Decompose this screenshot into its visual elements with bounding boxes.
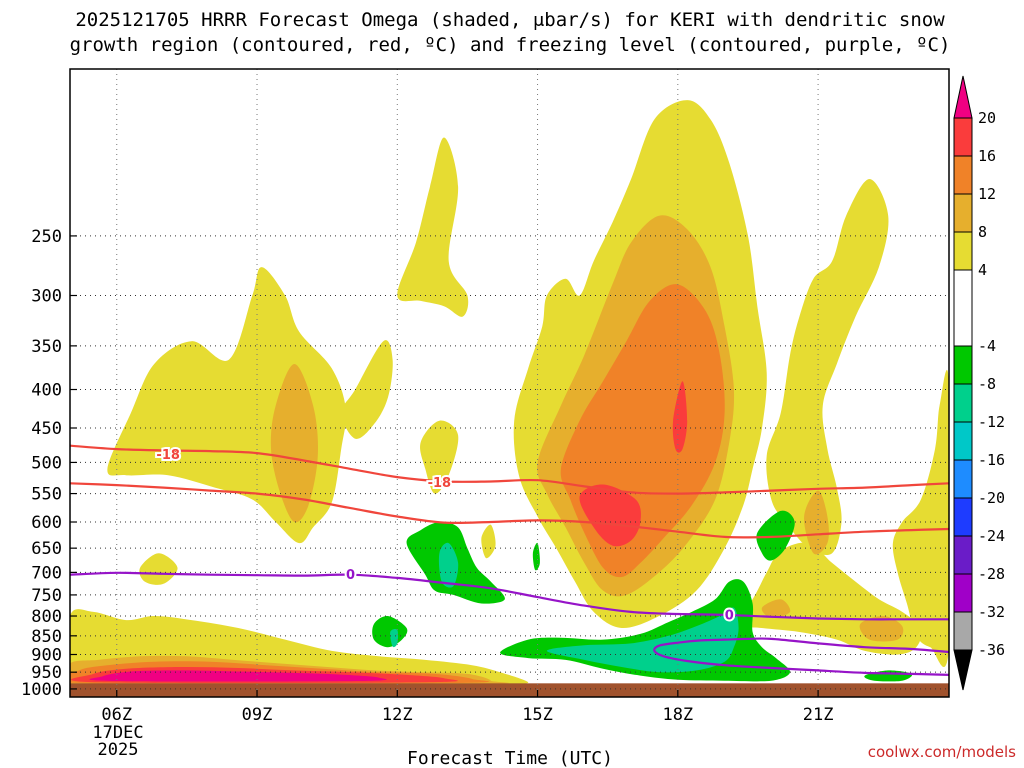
colorbar-bin--24--20 [953,497,973,537]
colorbar-label--8: -8 [978,375,996,393]
omega-region-low-left-20 [89,670,387,682]
y-tick-label-600: 600 [31,513,62,533]
colorbar-bin-4-8 [953,231,973,271]
colorbar-label-4: 4 [978,261,987,279]
colorbar-label-12: 12 [978,185,996,203]
y-tick-label-550: 550 [31,485,62,505]
colorbar-bin--12--8 [953,383,973,423]
colorbar-bin--32--28 [953,573,973,613]
omega-region-descent-low-right-8 [546,607,739,673]
colorbar-arrow-low [953,649,973,691]
y-tick-label-900: 900 [31,646,62,666]
omega-region-upper-right [766,179,889,555]
y-tick-label-1000: 1000 [21,680,62,700]
dgz-contour-label-0: -18 [156,448,180,463]
x-tick-label-21Z: 21Z [803,705,834,725]
colorbar-bin-12-16 [953,155,973,195]
colorbar-label--4: -4 [978,337,996,355]
omega-region-mid-tongue [341,340,393,439]
freezing-contour-line-0 [70,571,949,621]
plot-area: -18 -18 0 0 [70,69,949,697]
chart-title-line-1: 2025121705 HRRR Forecast Omega (shaded, … [75,9,945,31]
omega-region-descent-small [372,615,408,648]
y-tick-label-450: 450 [31,419,62,439]
x-axis-title: Forecast Time (UTC) [407,748,613,768]
colorbar-bin--28--24 [953,535,973,575]
chart-title-line-2: growth region (contoured, red, ºC) and f… [70,34,951,56]
omega-region-right-8b [761,599,791,619]
omega-region-main-16-high [672,381,688,453]
omega-region-right-8a [804,490,829,555]
omega-region-small-650 [481,524,496,559]
y-tick-label-500: 500 [31,453,62,473]
omega-region-descent-sliver [532,542,540,571]
omega-region-right-8c [859,615,904,642]
colorbar-arrow-high [953,75,973,119]
plot-frame [69,68,950,698]
colorbar-label-16: 16 [978,147,996,165]
date-label-year: 2025 [98,740,139,760]
credit-text[interactable]: coolwx.com/models [868,743,1016,761]
colorbar-bin-16-20 [953,117,973,157]
y-tick-label-750: 750 [31,586,62,606]
y-tick-label-250: 250 [31,227,62,247]
surface-band [70,683,949,697]
colorbar-bin-8-12 [953,193,973,233]
y-tick-label-700: 700 [31,563,62,583]
colorbar-label--12: -12 [978,413,1005,431]
colorbar-label--24: -24 [978,527,1005,545]
freezing-contour-label-0: 0 [346,568,355,583]
dgz-contour-extra-label-0: -18 [428,476,452,491]
y-tick-label-850: 850 [31,627,62,647]
y-tick-label-400: 400 [31,381,62,401]
omega-region-small-700 [139,553,178,585]
y-tick-label-350: 350 [31,337,62,357]
freezing-contour-extra-label-0: 0 [725,608,734,623]
colorbar: 20 16 12 8 4 -4 -8 -12 -16 -20 -24 -28 -32 -36 [953,75,1005,691]
colorbar-label--32: -32 [978,603,1005,621]
x-tick-label-18Z: 18Z [662,705,693,725]
y-tick-label-800: 800 [31,607,62,627]
colorbar-bin--4-4 [953,269,973,347]
x-tick-label-15Z: 15Z [522,705,553,725]
y-tick-label-650: 650 [31,539,62,559]
omega-region-upper-center [397,137,469,317]
colorbar-label-8: 8 [978,223,987,241]
y-tick-label-300: 300 [31,287,62,307]
y-tick-label-950: 950 [31,663,62,683]
colorbar-bin--20--16 [953,459,973,499]
x-tick-label-12Z: 12Z [382,705,413,725]
colorbar-bin--8--4 [953,345,973,385]
dgz-contour-line-1 [70,482,949,539]
colorbar-label--28: -28 [978,565,1005,583]
dgz-contour-line-0 [70,444,949,495]
colorbar-bin--16--12 [953,421,973,461]
axes: 2503003504004505005506006507007508008509… [21,68,950,725]
date-label-day: 17DEC [92,723,143,743]
colorbar-label-20: 20 [978,109,996,127]
omega-region-upper-left-core [270,364,319,523]
omega-region-small-450 [420,420,459,494]
colorbar-bin--36--32 [953,611,973,651]
colorbar-label--16: -16 [978,451,1005,469]
omega-region-right-edge [892,369,949,667]
x-tick-label-09Z: 09Z [242,705,273,725]
omega-region-descent-center-8 [438,542,459,588]
colorbar-label--36: -36 [978,641,1005,659]
freezing-contour-line-1 [653,637,949,676]
colorbar-label--20: -20 [978,489,1005,507]
plot-clipped: -18 -18 0 0 [70,69,949,697]
omega-region-descent-small-8 [390,629,399,648]
omega-region-main-16-low [579,484,641,547]
x-tick-label-06Z: 06Z [101,705,132,725]
